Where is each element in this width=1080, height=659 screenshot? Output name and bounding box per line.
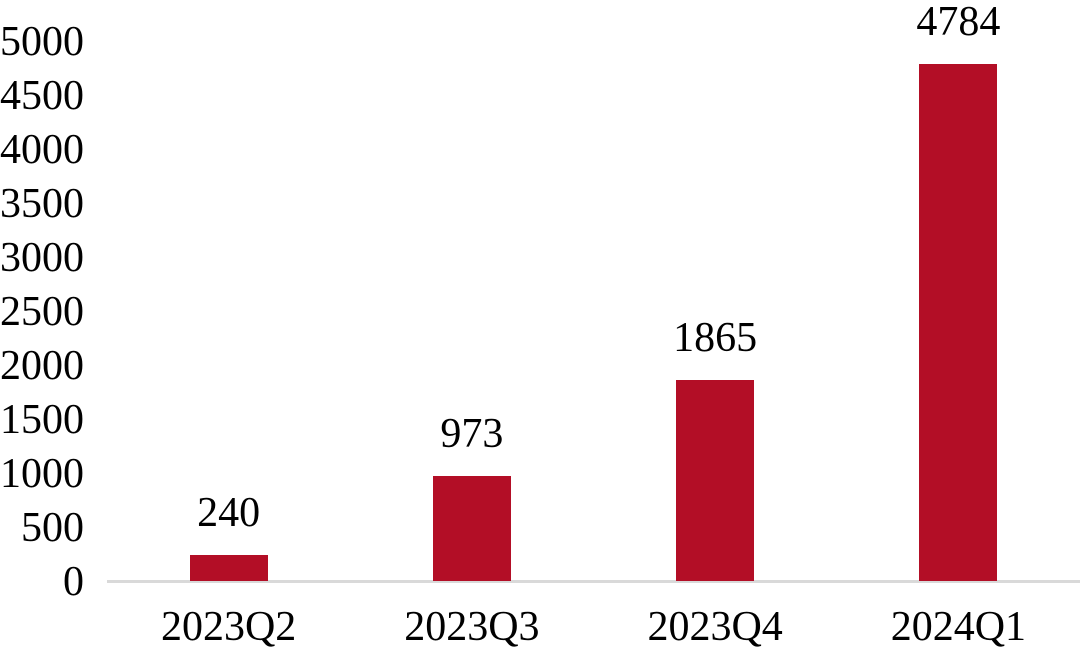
bar-value-label-2023Q4: 1865 xyxy=(673,314,758,361)
bar-value-label-2023Q3: 973 xyxy=(440,410,504,457)
x-axis-line xyxy=(107,580,1080,583)
x-tick-label-2023Q4: 2023Q4 xyxy=(647,604,783,650)
x-tick-label-2023Q3: 2023Q3 xyxy=(404,604,540,650)
bar-value-label-2024Q1: 4784 xyxy=(916,0,1001,46)
y-tick-label: 500 xyxy=(21,505,84,551)
bar-2024Q1 xyxy=(919,64,998,581)
y-tick-label: 1000 xyxy=(0,451,84,497)
x-tick-label-2023Q2: 2023Q2 xyxy=(160,604,297,650)
y-tick-label: 2500 xyxy=(0,289,84,335)
y-tick-label: 1500 xyxy=(0,397,84,443)
y-tick-label: 5000 xyxy=(0,19,84,65)
y-tick-label: 4500 xyxy=(0,73,84,119)
x-tick-label-2024Q1: 2024Q1 xyxy=(890,604,1027,650)
y-tick-label: 0 xyxy=(63,559,84,605)
bar-value-label-2023Q2: 240 xyxy=(197,490,261,537)
y-tick-label: 3000 xyxy=(0,235,84,281)
y-tick-label: 4000 xyxy=(0,127,84,173)
bar-2023Q4 xyxy=(676,379,755,581)
y-tick-label: 2000 xyxy=(0,343,84,389)
bar-2023Q2 xyxy=(189,555,268,581)
y-tick-label: 3500 xyxy=(0,181,84,227)
bar-2023Q3 xyxy=(432,475,511,581)
